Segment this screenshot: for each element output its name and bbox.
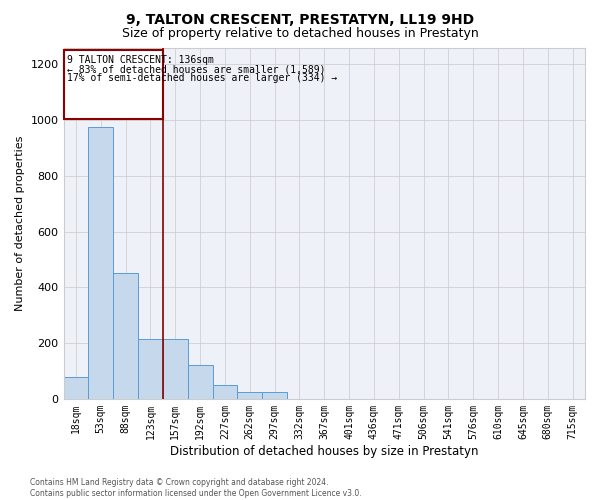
Text: 9 TALTON CRESCENT: 136sqm: 9 TALTON CRESCENT: 136sqm: [67, 56, 214, 66]
Text: ← 83% of detached houses are smaller (1,589): ← 83% of detached houses are smaller (1,…: [67, 64, 325, 74]
Text: 17% of semi-detached houses are larger (334) →: 17% of semi-detached houses are larger (…: [67, 73, 337, 83]
X-axis label: Distribution of detached houses by size in Prestatyn: Distribution of detached houses by size …: [170, 444, 479, 458]
Bar: [212, 385, 238, 399]
Bar: [113, 274, 138, 399]
Text: Size of property relative to detached houses in Prestatyn: Size of property relative to detached ho…: [122, 28, 478, 40]
Bar: [64, 376, 88, 399]
Bar: [163, 339, 188, 399]
Bar: [188, 366, 212, 399]
Text: 9, TALTON CRESCENT, PRESTATYN, LL19 9HD: 9, TALTON CRESCENT, PRESTATYN, LL19 9HD: [126, 12, 474, 26]
Bar: [138, 339, 163, 399]
Bar: [64, 50, 163, 118]
Y-axis label: Number of detached properties: Number of detached properties: [15, 136, 25, 311]
Text: Contains HM Land Registry data © Crown copyright and database right 2024.
Contai: Contains HM Land Registry data © Crown c…: [30, 478, 362, 498]
Bar: [262, 392, 287, 399]
Bar: [238, 392, 262, 399]
Bar: [88, 127, 113, 399]
